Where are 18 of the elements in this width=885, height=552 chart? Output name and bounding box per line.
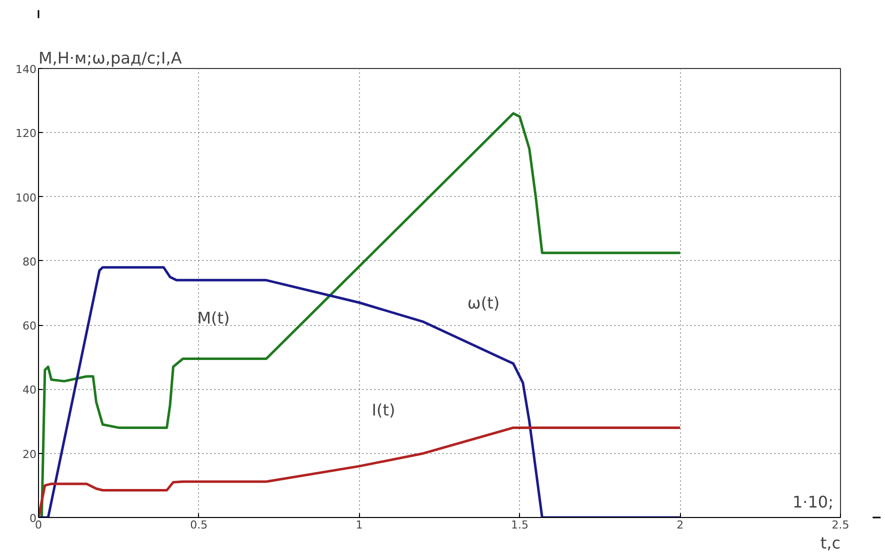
y-tick-label: 80	[22, 255, 37, 268]
x-tick-label: 1.5	[510, 518, 528, 532]
x-tick-label: 1	[356, 518, 363, 532]
y-tick-label: 60	[22, 320, 37, 333]
annotation: M(t)	[197, 308, 230, 328]
y-tick-label: 120	[16, 127, 37, 140]
y-tick-label: 20	[22, 448, 37, 461]
annotation: I(t)	[372, 400, 396, 420]
y-tick-label: 40	[22, 384, 37, 397]
x-tick-label: 0.5	[190, 518, 208, 532]
y-tick-label: 100	[16, 191, 37, 204]
y-axis-title: М,Н·м;ω,рад/с;I,А	[38, 48, 182, 68]
x-tick-label: 2	[676, 518, 684, 532]
annotation: ω(t)	[467, 294, 500, 312]
x-axis-title: t,c	[820, 534, 840, 552]
annotation: 1·10;	[792, 492, 834, 512]
y-tick-label: 140	[16, 63, 37, 76]
x-tick-label: 2.5	[832, 518, 850, 532]
